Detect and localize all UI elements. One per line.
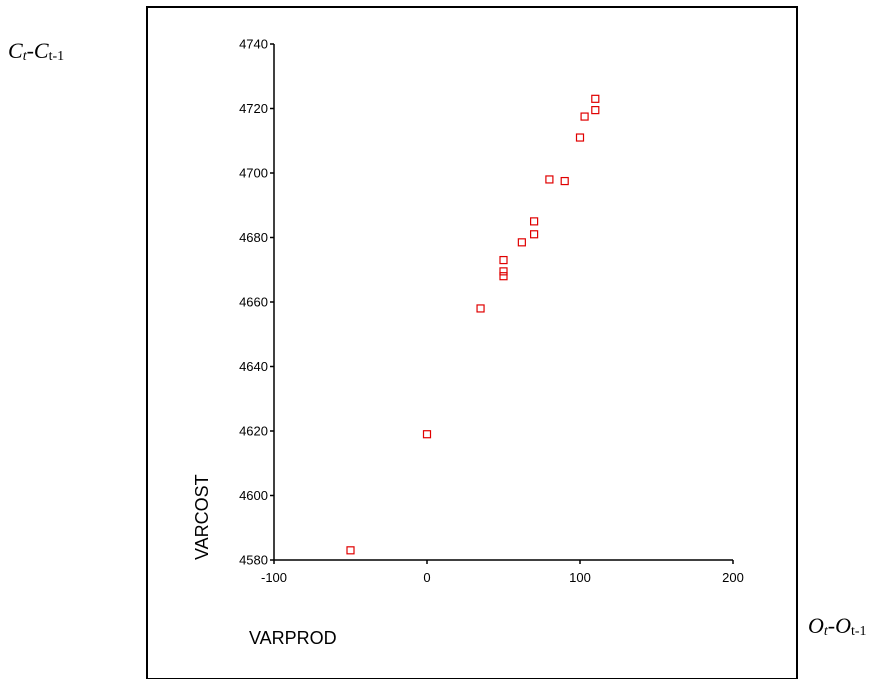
data-point [517, 238, 526, 247]
y-tick-label: 4600 [239, 488, 268, 503]
data-point [529, 230, 539, 239]
y-tick-label: 4660 [239, 295, 268, 310]
x-ticks: -100 0 100 200 [261, 560, 744, 585]
x-tick-label: -100 [261, 570, 287, 585]
y-tick-label: 4620 [239, 424, 268, 439]
left-annotation: Ct-Ct-1 [8, 38, 65, 64]
data-points [346, 94, 600, 555]
y-axis-title: VARCOST [192, 474, 212, 560]
y-tick-label: 4580 [239, 553, 268, 568]
y-ticks: 4580 4600 4620 4640 4660 4680 4700 4720 4740 [239, 37, 274, 568]
data-point [499, 255, 508, 265]
data-point [476, 304, 485, 313]
y-tick-label: 4640 [239, 359, 268, 374]
data-point [499, 272, 508, 281]
data-point [591, 106, 600, 115]
y-tick-label: 4700 [239, 166, 268, 181]
data-point [529, 217, 539, 226]
data-point [346, 546, 355, 555]
chart-frame [146, 6, 798, 679]
y-tick-label: 4740 [239, 37, 268, 52]
data-point [580, 112, 589, 121]
x-tick-label: 0 [423, 570, 430, 585]
data-point [545, 175, 554, 184]
data-point [422, 430, 432, 439]
data-point [575, 133, 585, 142]
data-point [591, 94, 600, 103]
data-point [499, 267, 508, 276]
x-tick-label: 100 [569, 570, 591, 585]
data-point [560, 176, 569, 186]
x-tick-label: 200 [722, 570, 744, 585]
x-axis-title: VARPROD [249, 628, 337, 648]
right-annotation: Ot-Ot-1 [808, 613, 867, 639]
y-tick-label: 4720 [239, 101, 268, 116]
y-tick-label: 4680 [239, 230, 268, 245]
